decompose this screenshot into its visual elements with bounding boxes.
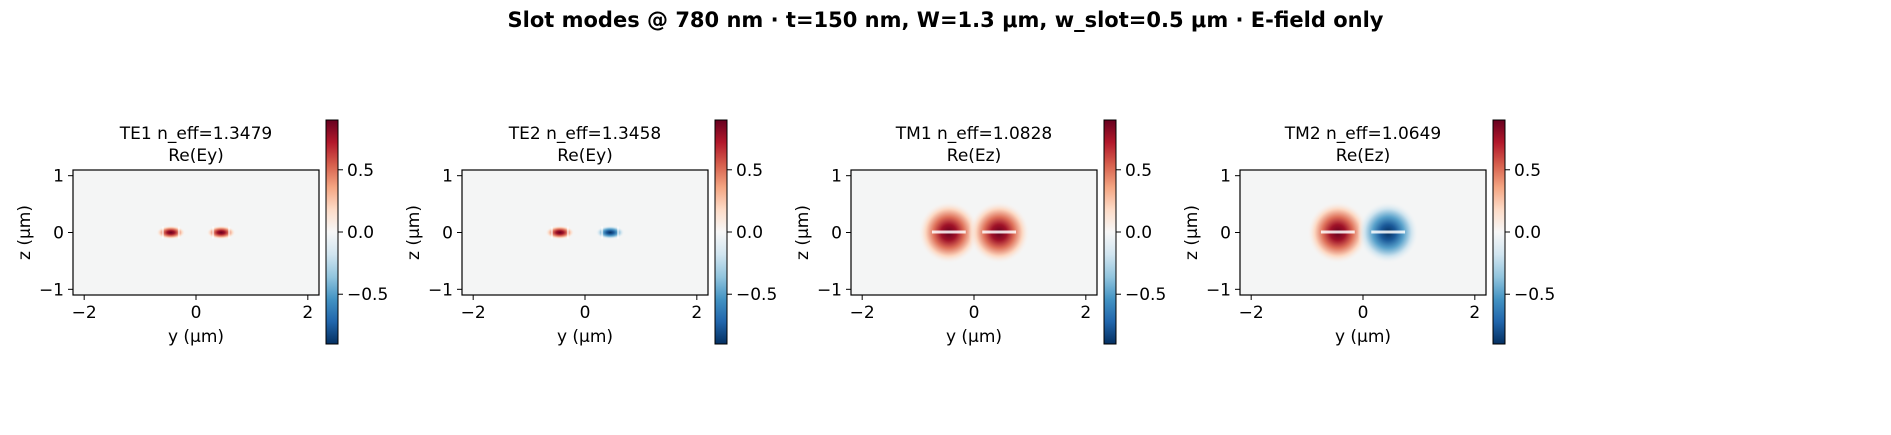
interface-stripe xyxy=(177,226,180,239)
colorbar-tick-label: 0.0 xyxy=(347,223,374,243)
x-tick-label: 0 xyxy=(580,303,591,323)
colorbar-tick-label: 0.5 xyxy=(736,161,763,181)
y-tick-label: 1 xyxy=(442,167,453,187)
colorbar-tick-label: 0.0 xyxy=(1514,223,1541,243)
x-tick-label: 0 xyxy=(191,303,202,323)
slot-interface-stripe xyxy=(931,230,966,234)
field-lobe xyxy=(595,225,625,240)
x-tick-label: −2 xyxy=(72,303,97,323)
field-lobe xyxy=(206,225,236,240)
slot-interface-stripe xyxy=(1320,230,1355,234)
heatmap-background xyxy=(73,170,319,295)
y-tick-label: −1 xyxy=(428,280,453,300)
field-lobe xyxy=(156,225,186,240)
y-tick-label: 1 xyxy=(1220,167,1231,187)
colorbar-tick-label: 0.0 xyxy=(1125,223,1152,243)
x-tick-label: −2 xyxy=(461,303,486,323)
colorbar-tick-label: −0.5 xyxy=(736,285,777,305)
colorbar-tick-label: 0.5 xyxy=(1125,161,1152,181)
y-tick-label: 0 xyxy=(53,224,64,244)
panel-subtitle: Re(Ez) xyxy=(1336,146,1390,166)
x-tick-label: 2 xyxy=(1080,303,1091,323)
y-tick-label: 0 xyxy=(442,224,453,244)
x-axis-label: y (μm) xyxy=(168,327,224,347)
x-axis-label: y (μm) xyxy=(946,327,1002,347)
colorbar-tick-label: −0.5 xyxy=(347,285,388,305)
panel-title: TE1 n_eff=1.3479 xyxy=(119,124,273,144)
colorbar-tick-label: −0.5 xyxy=(1514,285,1555,305)
panel-title: TM2 n_eff=1.0649 xyxy=(1284,124,1441,144)
y-tick-label: 0 xyxy=(1220,224,1231,244)
x-axis-label: y (μm) xyxy=(557,327,613,347)
interface-stripe xyxy=(601,226,604,239)
panel-subtitle: Re(Ez) xyxy=(947,146,1001,166)
colorbar xyxy=(1103,119,1117,345)
colorbar-tick-label: −0.5 xyxy=(1125,285,1166,305)
interface-stripe xyxy=(617,226,620,239)
interface-stripe xyxy=(212,226,215,239)
colorbar xyxy=(714,119,728,345)
y-axis-label: z (μm) xyxy=(15,205,35,260)
panel-title: TE2 n_eff=1.3458 xyxy=(508,124,662,144)
figure-title: Slot modes @ 780 nm · t=150 nm, W=1.3 μm… xyxy=(507,8,1384,32)
y-tick-label: −1 xyxy=(39,280,64,300)
y-axis-label: z (μm) xyxy=(793,205,813,260)
heatmap-background xyxy=(462,170,708,295)
y-tick-label: −1 xyxy=(817,280,842,300)
interface-stripe xyxy=(550,226,553,239)
x-tick-label: 2 xyxy=(1469,303,1480,323)
y-axis-label: z (μm) xyxy=(1182,205,1202,260)
y-tick-label: 1 xyxy=(53,167,64,187)
x-axis-label: y (μm) xyxy=(1335,327,1391,347)
x-tick-label: 0 xyxy=(969,303,980,323)
y-tick-label: 0 xyxy=(831,224,842,244)
colorbar-tick-label: 0.5 xyxy=(1514,161,1541,181)
colorbar xyxy=(325,119,339,345)
colorbar xyxy=(1492,119,1506,345)
x-tick-label: 2 xyxy=(691,303,702,323)
interface-stripe xyxy=(228,226,231,239)
y-axis-label: z (μm) xyxy=(404,205,424,260)
y-tick-label: −1 xyxy=(1206,280,1231,300)
field-lobe xyxy=(545,225,575,240)
x-tick-label: −2 xyxy=(1239,303,1264,323)
x-tick-label: 2 xyxy=(302,303,313,323)
panel-subtitle: Re(Ey) xyxy=(557,146,613,166)
interface-stripe xyxy=(161,226,164,239)
panel-subtitle: Re(Ey) xyxy=(168,146,224,166)
slot-interface-stripe xyxy=(982,230,1017,234)
colorbar-tick-label: 0.5 xyxy=(347,161,374,181)
interface-stripe xyxy=(566,226,569,239)
y-tick-label: 1 xyxy=(831,167,842,187)
colorbar-tick-label: 0.0 xyxy=(736,223,763,243)
x-tick-label: 0 xyxy=(1358,303,1369,323)
x-tick-label: −2 xyxy=(850,303,875,323)
panel-title: TM1 n_eff=1.0828 xyxy=(895,124,1052,144)
slot-interface-stripe xyxy=(1371,230,1406,234)
